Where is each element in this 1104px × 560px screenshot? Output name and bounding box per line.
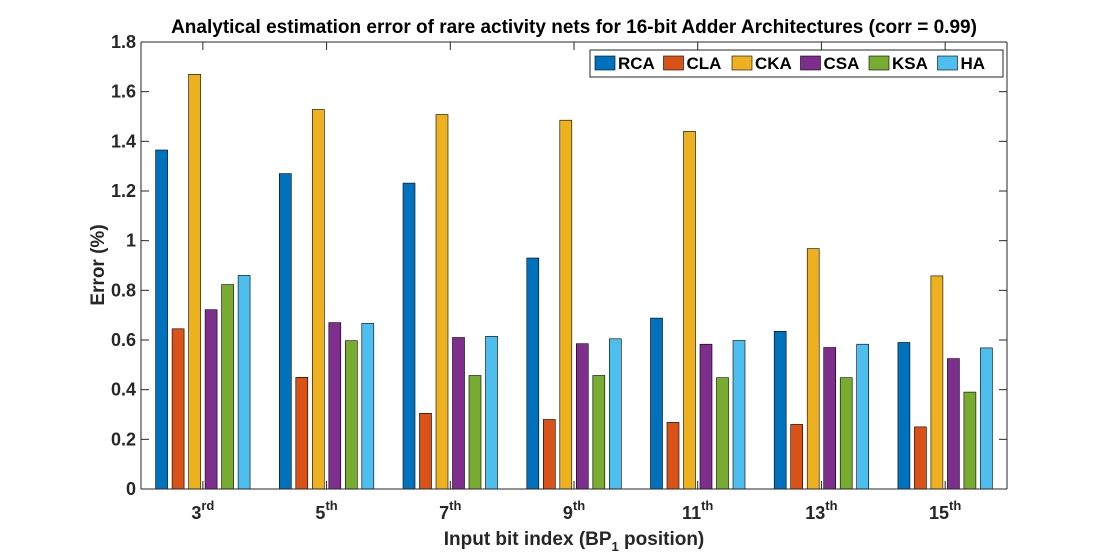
bar-csa-7 — [452, 337, 465, 490]
legend-label-cla: CLA — [687, 54, 722, 73]
x-tick-label-7: 7th — [439, 498, 461, 523]
y-tick-label: 0.2 — [111, 429, 136, 449]
y-tick-label: 1.6 — [111, 82, 136, 102]
chart-title: Analytical estimation error of rare acti… — [171, 17, 977, 38]
bar-ha-5 — [361, 323, 375, 490]
x-tick-suffix: rd — [201, 498, 214, 513]
legend-swatch-cka — [731, 55, 753, 71]
y-tick-label: 1 — [126, 231, 136, 251]
x-tick-suffix: th — [325, 498, 337, 513]
bar-ha-9 — [608, 338, 622, 490]
x-tick-number: 11 — [682, 503, 701, 523]
bars-layer — [155, 74, 993, 490]
bar-ha-3 — [237, 275, 251, 490]
bar-csa-11 — [699, 343, 713, 490]
bar-cka-5 — [311, 109, 325, 490]
x-tick-suffix: th — [573, 498, 585, 513]
x-tick-number: 15 — [929, 503, 949, 523]
y-tick-label: 0.4 — [111, 380, 136, 400]
plot-background — [141, 42, 1007, 489]
y-tick-label: 1.4 — [111, 131, 136, 151]
x-tick-number: 5 — [315, 503, 325, 523]
x-tick-number: 3 — [191, 503, 201, 523]
bar-cka-11 — [683, 131, 696, 490]
y-tick-label: 0 — [126, 479, 136, 499]
x-tick-suffix: th — [949, 498, 961, 513]
bar-csa-13 — [823, 347, 837, 490]
bar-cka-3 — [188, 74, 201, 490]
x-axis-label: Input bit index (BP1 position) — [444, 529, 705, 554]
bar-cka-15 — [930, 275, 944, 490]
x-tick-number: 13 — [805, 503, 825, 523]
bar-rca-11 — [650, 317, 663, 490]
legend-swatch-cla — [663, 55, 684, 71]
x-ticks: 3rd 5th 7th 9th 11th 13th 15th — [191, 42, 961, 523]
bar-cla-5 — [295, 376, 309, 490]
legend: RCA CLA CKA CSA KSA HA — [589, 49, 1004, 78]
y-tick-label: 0.6 — [111, 330, 136, 350]
y-tick-label: 1.8 — [111, 32, 136, 52]
x-tick-suffix: th — [449, 498, 461, 513]
x-tick-label-3: 3rd — [191, 498, 214, 523]
bar-rca-13 — [773, 330, 787, 490]
bar-ksa-9 — [592, 375, 606, 490]
x-axis-label-tail: position) — [619, 529, 704, 550]
x-tick-label-13: 13th — [805, 498, 837, 523]
bar-rca-3 — [155, 149, 168, 490]
bar-rca-15 — [897, 342, 911, 490]
legend-swatch-ha — [937, 55, 958, 71]
bar-ha-15 — [980, 347, 993, 490]
x-tick-label-9: 9th — [563, 498, 585, 523]
y-tick-label: 1.2 — [111, 181, 136, 201]
y-axis-label: Error (%) — [88, 224, 109, 305]
bar-csa-15 — [947, 358, 960, 490]
bar-rca-9 — [526, 257, 540, 490]
x-tick-label-15: 15th — [929, 498, 961, 523]
bar-ksa-5 — [344, 340, 358, 490]
bar-ksa-13 — [839, 377, 853, 490]
bar-ksa-11 — [716, 377, 729, 490]
x-axis-label-main: Input bit index (BP — [444, 529, 612, 550]
bar-cla-15 — [914, 426, 927, 490]
bar-rca-5 — [278, 173, 292, 490]
x-tick-suffix: th — [701, 498, 713, 513]
bar-cka-9 — [559, 119, 573, 490]
legend-swatch-rca — [594, 55, 616, 71]
bar-ksa-7 — [468, 375, 482, 490]
y-tick-label: 0.8 — [111, 280, 136, 300]
bar-rca-7 — [402, 182, 416, 490]
bar-ha-13 — [856, 343, 870, 490]
bar-cla-13 — [790, 424, 804, 490]
legend-label-ha: HA — [961, 54, 986, 73]
bar-cka-13 — [806, 248, 820, 490]
x-tick-number: 9 — [563, 503, 573, 523]
legend-swatch-ksa — [868, 55, 890, 71]
plot-area — [141, 42, 1007, 489]
bar-ha-11 — [732, 340, 746, 490]
bar-cla-11 — [666, 422, 680, 490]
bar-csa-3 — [204, 309, 218, 490]
bar-csa-5 — [328, 322, 342, 490]
x-tick-number: 7 — [439, 503, 449, 523]
bar-cla-3 — [171, 328, 185, 490]
bar-ksa-3 — [221, 284, 234, 490]
legend-label-rca: RCA — [618, 54, 655, 73]
legend-label-csa: CSA — [824, 54, 860, 73]
x-tick-label-11: 11th — [682, 498, 713, 523]
legend-label-cka: CKA — [755, 54, 792, 73]
legend-swatch-csa — [800, 55, 821, 71]
bar-cla-7 — [419, 412, 432, 490]
bar-ksa-15 — [963, 391, 977, 490]
bar-csa-9 — [575, 343, 589, 490]
bar-cka-7 — [435, 114, 449, 490]
legend-box — [589, 49, 1004, 78]
x-tick-suffix: th — [825, 498, 837, 513]
legend-label-ksa: KSA — [892, 54, 928, 73]
x-axis-label-subscript: 1 — [612, 539, 619, 554]
bar-ha-7 — [485, 335, 498, 490]
x-tick-label-5: 5th — [315, 498, 337, 523]
y-ticks: 0 0.2 0.4 0.6 0.8 1 1.2 1.4 1.6 1.8 — [111, 32, 1007, 499]
bar-cla-9 — [542, 419, 556, 490]
